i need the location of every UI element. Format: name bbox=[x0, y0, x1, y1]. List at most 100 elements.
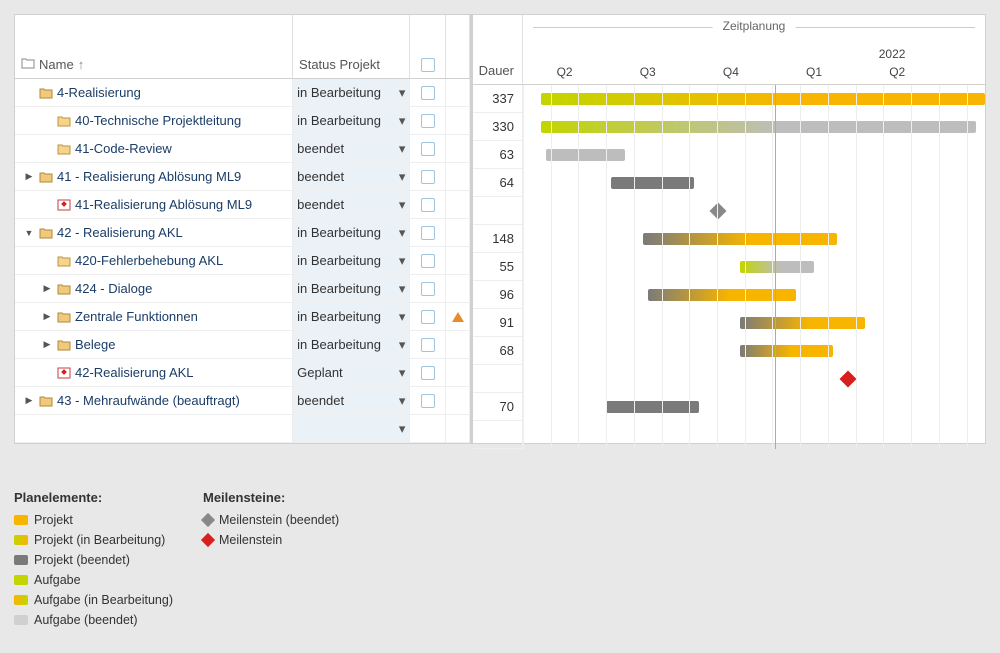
name-cell[interactable] bbox=[15, 415, 293, 442]
tree-row[interactable]: 41-Realisierung Ablösung ML9beendet▾ bbox=[15, 191, 470, 219]
chevron-down-icon[interactable]: ▾ bbox=[399, 225, 406, 241]
gantt-bar[interactable] bbox=[740, 261, 814, 273]
status-cell[interactable]: beendet▾ bbox=[293, 135, 410, 162]
row-checkbox[interactable] bbox=[421, 254, 435, 268]
status-cell[interactable]: Geplant▾ bbox=[293, 359, 410, 386]
check-cell[interactable] bbox=[410, 135, 446, 162]
chevron-down-icon[interactable]: ▾ bbox=[399, 113, 406, 129]
name-cell[interactable]: 4-Realisierung bbox=[15, 79, 293, 106]
tree-row[interactable]: 40-Technische Projektleitung in Bearbeitu… bbox=[15, 107, 470, 135]
name-cell[interactable]: 40-Technische Projektleitung bbox=[15, 107, 293, 134]
check-cell[interactable] bbox=[410, 107, 446, 134]
col-header-check[interactable] bbox=[410, 15, 446, 78]
status-cell[interactable]: in Bearbeitung▾ bbox=[293, 303, 410, 330]
chevron-down-icon[interactable]: ▾ bbox=[399, 393, 406, 409]
tree-row[interactable]: ▼42 - Realisierung AKLin Bearbeitung▾ bbox=[15, 219, 470, 247]
chevron-down-icon[interactable]: ▾ bbox=[399, 141, 406, 157]
name-cell[interactable]: ▶424 - Dialoge bbox=[15, 275, 293, 302]
tree-row[interactable]: 420-Fehlerbehebung AKLin Bearbeitung▾ bbox=[15, 247, 470, 275]
gantt-bar[interactable] bbox=[606, 401, 698, 413]
name-cell[interactable]: 41-Realisierung Ablösung ML9 bbox=[15, 191, 293, 218]
check-cell[interactable] bbox=[410, 387, 446, 414]
name-cell[interactable]: ▶43 - Mehraufwände (beauftragt) bbox=[15, 387, 293, 414]
status-cell[interactable]: beendet▾ bbox=[293, 387, 410, 414]
tree-row[interactable]: ▶Zentrale Funktionnenin Bearbeitung▾ bbox=[15, 303, 470, 331]
row-checkbox[interactable] bbox=[421, 338, 435, 352]
check-cell[interactable] bbox=[410, 415, 446, 442]
status-cell[interactable]: in Bearbeitung▾ bbox=[293, 219, 410, 246]
check-cell[interactable] bbox=[410, 331, 446, 358]
row-checkbox[interactable] bbox=[421, 226, 435, 240]
name-cell[interactable]: 42-Realisierung AKL bbox=[15, 359, 293, 386]
expand-icon[interactable]: ▶ bbox=[41, 311, 53, 322]
check-cell[interactable] bbox=[410, 275, 446, 302]
status-cell[interactable]: ▾ bbox=[293, 415, 410, 442]
name-cell[interactable]: ▶41 - Realisierung Ablösung ML9 bbox=[15, 163, 293, 190]
timeline-body[interactable] bbox=[523, 85, 985, 449]
chevron-down-icon[interactable]: ▾ bbox=[399, 253, 406, 269]
gantt-bar[interactable] bbox=[643, 233, 837, 245]
check-cell[interactable] bbox=[410, 163, 446, 190]
milestone-diamond[interactable] bbox=[839, 371, 856, 388]
col-header-dauer[interactable]: Dauer bbox=[473, 15, 523, 84]
chevron-down-icon[interactable]: ▾ bbox=[399, 85, 406, 101]
check-cell[interactable] bbox=[410, 247, 446, 274]
chevron-down-icon[interactable]: ▾ bbox=[399, 281, 406, 297]
name-cell[interactable]: 420-Fehlerbehebung AKL bbox=[15, 247, 293, 274]
milestone-diamond[interactable] bbox=[710, 203, 727, 220]
header-checkbox[interactable] bbox=[421, 58, 435, 72]
status-cell[interactable]: in Bearbeitung▾ bbox=[293, 107, 410, 134]
name-cell[interactable]: ▶Belege bbox=[15, 331, 293, 358]
chevron-down-icon[interactable]: ▾ bbox=[399, 169, 406, 185]
gantt-bar[interactable] bbox=[541, 93, 985, 105]
name-cell[interactable]: 41-Code-Review bbox=[15, 135, 293, 162]
status-cell[interactable]: in Bearbeitung▾ bbox=[293, 247, 410, 274]
tree-row[interactable]: 42-Realisierung AKLGeplant▾ bbox=[15, 359, 470, 387]
check-cell[interactable] bbox=[410, 191, 446, 218]
tree-row[interactable]: ▶Belegein Bearbeitung▾ bbox=[15, 331, 470, 359]
status-cell[interactable]: in Bearbeitung▾ bbox=[293, 79, 410, 106]
gantt-bar[interactable] bbox=[740, 345, 832, 357]
col-header-status[interactable]: Status Projekt bbox=[293, 15, 410, 78]
tree-row[interactable]: ▶41 - Realisierung Ablösung ML9beendet▾ bbox=[15, 163, 470, 191]
chevron-down-icon[interactable]: ▾ bbox=[399, 197, 406, 213]
tree-row[interactable]: 4-Realisierungin Bearbeitung▾ bbox=[15, 79, 470, 107]
row-checkbox[interactable] bbox=[421, 366, 435, 380]
gantt-bar[interactable] bbox=[740, 317, 865, 329]
tree-row[interactable]: ▾ bbox=[15, 415, 470, 443]
row-checkbox[interactable] bbox=[421, 394, 435, 408]
tree-row[interactable]: ▶43 - Mehraufwände (beauftragt)beendet▾ bbox=[15, 387, 470, 415]
status-cell[interactable]: beendet▾ bbox=[293, 191, 410, 218]
check-cell[interactable] bbox=[410, 359, 446, 386]
chevron-down-icon[interactable]: ▾ bbox=[399, 337, 406, 353]
gantt-bar[interactable] bbox=[546, 149, 625, 161]
row-checkbox[interactable] bbox=[421, 86, 435, 100]
check-cell[interactable] bbox=[410, 219, 446, 246]
expand-icon[interactable]: ▶ bbox=[23, 395, 35, 406]
status-cell[interactable]: in Bearbeitung▾ bbox=[293, 331, 410, 358]
gantt-bar[interactable] bbox=[611, 177, 694, 189]
row-checkbox[interactable] bbox=[421, 198, 435, 212]
name-cell[interactable]: ▶Zentrale Funktionnen bbox=[15, 303, 293, 330]
row-checkbox[interactable] bbox=[421, 142, 435, 156]
col-header-name[interactable]: Name ↑ bbox=[15, 15, 293, 78]
status-cell[interactable]: in Bearbeitung▾ bbox=[293, 275, 410, 302]
status-cell[interactable]: beendet▾ bbox=[293, 163, 410, 190]
chevron-down-icon[interactable]: ▾ bbox=[399, 365, 406, 381]
tree-row[interactable]: 41-Code-Reviewbeendet▾ bbox=[15, 135, 470, 163]
expand-icon[interactable]: ▼ bbox=[23, 228, 35, 238]
name-cell[interactable]: ▼42 - Realisierung AKL bbox=[15, 219, 293, 246]
tree-row[interactable]: ▶424 - Dialogein Bearbeitung▾ bbox=[15, 275, 470, 303]
check-cell[interactable] bbox=[410, 79, 446, 106]
row-checkbox[interactable] bbox=[421, 282, 435, 296]
row-name: 40-Technische Projektleitung bbox=[75, 113, 241, 128]
expand-icon[interactable]: ▶ bbox=[23, 171, 35, 182]
expand-icon[interactable]: ▶ bbox=[41, 339, 53, 350]
expand-icon[interactable]: ▶ bbox=[41, 283, 53, 294]
check-cell[interactable] bbox=[410, 303, 446, 330]
row-checkbox[interactable] bbox=[421, 310, 435, 324]
chevron-down-icon[interactable]: ▾ bbox=[399, 421, 406, 437]
row-checkbox[interactable] bbox=[421, 114, 435, 128]
chevron-down-icon[interactable]: ▾ bbox=[399, 309, 406, 325]
row-checkbox[interactable] bbox=[421, 170, 435, 184]
